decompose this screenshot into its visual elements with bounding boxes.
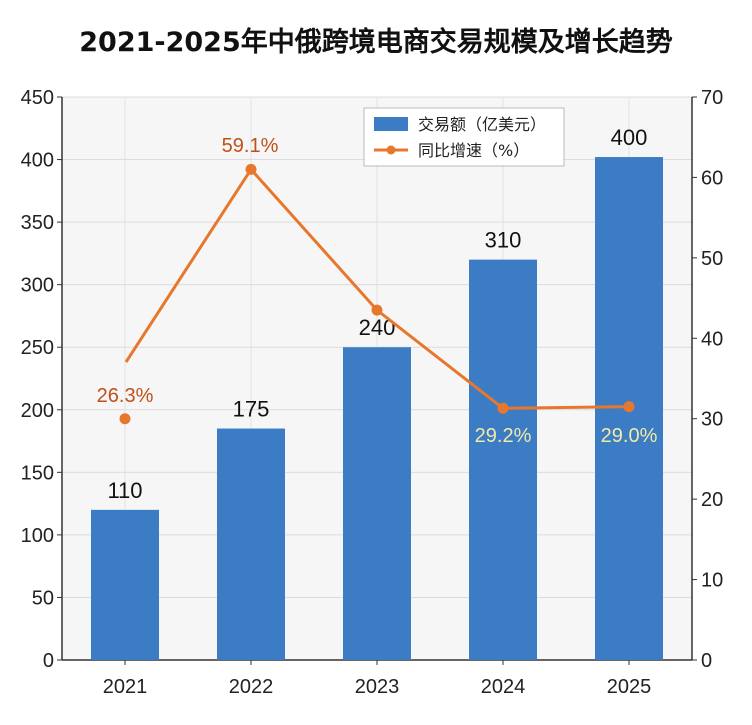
growth-point [245,163,257,175]
y-left-tick-label: 400 [21,150,54,172]
chart-title: 2021-2025年中俄跨境电商交易规模及增长趋势 [79,27,673,58]
growth-data-label: 59.1% [222,135,279,157]
y-right-tick-label: 60 [701,167,723,189]
growth-point [623,401,635,413]
y-left-tick-label: 100 [21,525,54,547]
growth-point [497,402,509,414]
y-right-tick-label: 20 [701,489,723,511]
bar [343,347,411,660]
growth-data-label: 29.2% [475,425,532,447]
y-left-tick-label: 150 [21,462,54,484]
y-left-tick-label: 300 [21,275,54,297]
y-right-tick-label: 0 [701,650,712,672]
y-left-tick-label: 350 [21,212,54,234]
growth-point [371,304,383,316]
x-tick-label: 2023 [355,676,400,698]
legend-label-bar: 交易额（亿美元） [418,115,546,134]
y-left-tick-label: 0 [43,650,54,672]
growth-data-label: 29.0% [601,425,658,447]
bar [217,428,285,660]
y-left-tick-label: 50 [32,587,54,609]
x-tick-label: 2022 [229,676,274,698]
legend-swatch-bar [374,117,408,131]
x-tick-label: 2025 [607,676,652,698]
bar [91,509,159,660]
legend-swatch-marker [386,145,396,155]
y-right-tick-label: 40 [701,328,723,350]
bar-data-label: 110 [107,478,142,503]
y-right-tick-label: 70 [701,87,723,109]
growth-data-label: 26.3% [97,385,154,407]
x-tick-label: 2024 [481,676,526,698]
bar-data-label: 310 [485,228,522,253]
growth-point-extra [119,413,131,425]
y-left-tick-label: 250 [21,337,54,359]
legend-label-line: 同比增速（%） [418,141,529,160]
y-left-tick-label: 450 [21,87,54,109]
bar [469,259,537,660]
y-right-tick-label: 50 [701,248,723,270]
y-left-tick-label: 200 [21,400,54,422]
bar-data-label: 175 [233,397,270,422]
x-tick-label: 2021 [103,676,148,698]
y-right-tick-label: 30 [701,409,723,431]
y-right-tick-label: 10 [701,570,723,592]
bar-data-label: 400 [611,125,648,150]
